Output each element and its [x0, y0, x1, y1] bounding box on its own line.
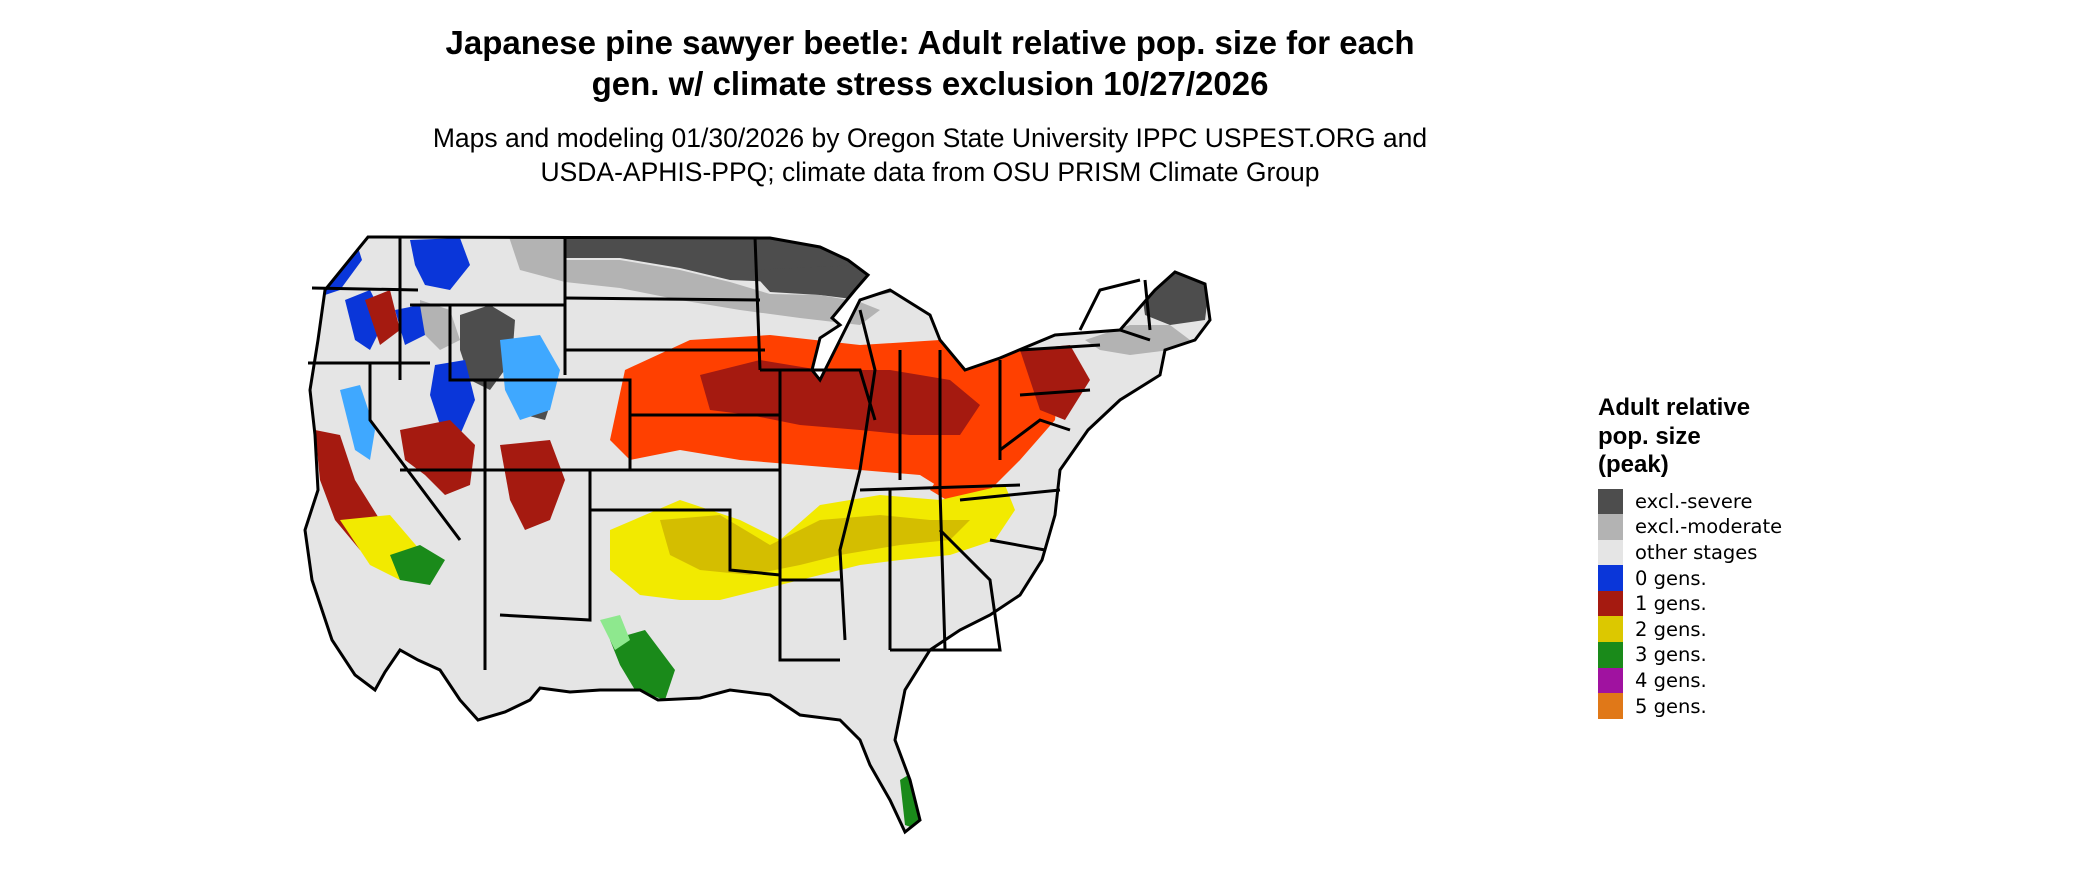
- border-wy: [448, 305, 565, 382]
- us-map: [303, 235, 1212, 835]
- region-0gens-colorado: [500, 335, 560, 420]
- legend-items: excl.-severe excl.-moderate other stages…: [1598, 488, 1898, 719]
- legend-item-3-gens: 3 gens.: [1598, 642, 1898, 668]
- border-dakotas: [564, 296, 765, 352]
- region-2gens-south-inner: [660, 515, 970, 575]
- legend-label: other stages: [1635, 540, 1758, 564]
- border-nv-ca: [368, 363, 462, 541]
- legend-item-excl-moderate: excl.-moderate: [1598, 514, 1898, 540]
- border-va-wv: [999, 418, 1071, 452]
- legend-label: 2 gens.: [1635, 617, 1707, 641]
- map-title-line2: gen. w/ climate stress exclusion 10/27/2…: [591, 65, 1269, 102]
- border-oh-pa: [998, 343, 1101, 460]
- region-0gens-rockies: [410, 238, 470, 290]
- legend-item-2-gens: 2 gens.: [1598, 616, 1898, 643]
- legend-swatch: [1598, 590, 1623, 617]
- region-1gen-new-mexico: [500, 440, 565, 530]
- map-subtitle-line2: USDA-APHIS-PPQ; climate data from OSU PR…: [540, 157, 1320, 187]
- region-excl-severe-maine: [1140, 260, 1210, 325]
- border-nm-tx: [499, 470, 592, 622]
- border-nd-mn: [753, 236, 762, 371]
- border-ne-ks: [565, 378, 780, 472]
- border-wa-or: [311, 286, 419, 292]
- legend-swatch: [1598, 693, 1623, 719]
- map-title: Japanese pine sawyer beetle: Adult relat…: [300, 22, 1560, 104]
- legend-swatch: [1598, 488, 1623, 515]
- region-1gen-mid-atlantic: [1020, 345, 1090, 420]
- region-0gens-idaho: [395, 305, 425, 345]
- legend-label: 4 gens.: [1635, 668, 1707, 692]
- region-1gen-oregon: [365, 290, 400, 345]
- legend-item-other-stages: other stages: [1598, 539, 1898, 566]
- legend-swatch: [1598, 539, 1623, 566]
- legend: Adult relative pop. size (peak) excl.-se…: [1598, 394, 1898, 719]
- region-excl-moderate-northeast: [1085, 325, 1190, 355]
- state-borders: [303, 235, 1212, 835]
- legend-title-line2: pop. size: [1598, 422, 1701, 450]
- legend-item-5-gens: 5 gens.: [1598, 693, 1898, 719]
- region-3gens-arizona: [390, 545, 445, 585]
- legend-title: Adult relative pop. size (peak): [1598, 394, 1898, 480]
- legend-label: 5 gens.: [1635, 694, 1707, 718]
- legend-item-1-gens: 1 gens.: [1598, 590, 1898, 617]
- legend-swatch: [1598, 667, 1623, 694]
- border-ky-tn: [859, 483, 1021, 492]
- border-ms-al: [888, 489, 947, 651]
- legend-label: 1 gens.: [1635, 592, 1707, 616]
- border-carolinas: [959, 488, 1061, 552]
- region-3gens-texas-coast: [610, 630, 675, 700]
- legend-title-line1: Adult relative: [1598, 394, 1751, 421]
- legend-item-4-gens: 4 gens.: [1598, 667, 1898, 694]
- border-us-outline: [303, 235, 1212, 835]
- region-excl-severe-wyoming: [460, 305, 515, 390]
- legend-swatch: [1598, 616, 1623, 643]
- border-il-in: [898, 350, 942, 490]
- border-ga-fl: [890, 528, 1002, 652]
- region-1gen-utah-az: [400, 420, 475, 495]
- legend-title-line3: (peak): [1598, 451, 1669, 478]
- border-ok-tx: [590, 508, 781, 577]
- legend-label: excl.-moderate: [1635, 515, 1783, 539]
- border-mississippi: [838, 309, 877, 641]
- region-0gens-sierra: [340, 385, 375, 460]
- legend-swatch: [1598, 642, 1623, 668]
- legend-label: 0 gens.: [1635, 566, 1707, 590]
- legend-label: 3 gens.: [1635, 643, 1707, 667]
- region-excl-moderate-plains: [500, 237, 880, 325]
- legend-swatch: [1598, 514, 1623, 540]
- legend-swatch: [1598, 565, 1623, 591]
- legend-item-excl-severe: excl.-severe: [1598, 488, 1898, 515]
- border-la-ms: [778, 580, 840, 662]
- map-title-line1: Japanese pine sawyer beetle: Adult relat…: [445, 24, 1415, 61]
- legend-item-0-gens: 0 gens.: [1598, 565, 1898, 591]
- legend-label: excl.-severe: [1635, 489, 1753, 513]
- map-subtitle: Maps and modeling 01/30/2026 by Oregon S…: [300, 121, 1560, 189]
- region-3gens-light-green: [600, 615, 630, 650]
- border-ny-ne: [1078, 278, 1152, 342]
- map-subtitle-line1: Maps and modeling 01/30/2026 by Oregon S…: [432, 123, 1428, 153]
